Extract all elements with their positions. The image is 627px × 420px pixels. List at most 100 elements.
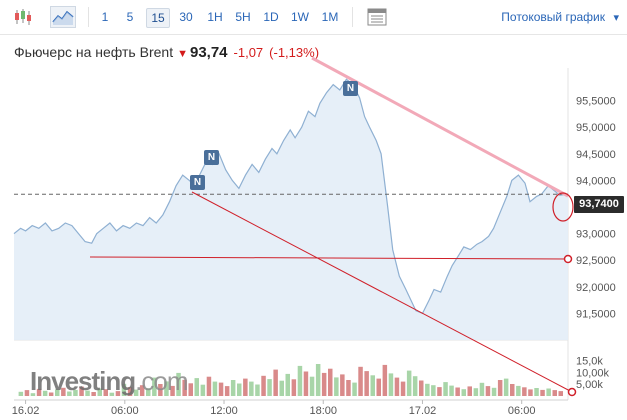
investing-logo: Investing.com (30, 366, 188, 396)
volume-bar (36, 388, 42, 396)
volume-bar (109, 392, 115, 396)
volume-bar (497, 380, 503, 396)
y-tick-label: 92,0000 (576, 282, 616, 294)
volume-bar (237, 383, 242, 396)
news-marker[interactable]: N (190, 175, 205, 190)
price-change: -1,07 (233, 45, 264, 60)
volume-bar (42, 390, 48, 396)
volume-tick-label: 15,0k (576, 356, 603, 368)
timeframe-1d[interactable]: 1D (263, 10, 279, 24)
volume-bar (479, 382, 485, 396)
instrument-name: Фьючерс на нефть Brent (14, 44, 174, 60)
volume-bar (139, 385, 145, 396)
volume-bar (158, 384, 163, 396)
timeframe-1[interactable]: 1 (101, 10, 109, 24)
y-tick-label: 92,5000 (576, 255, 616, 267)
price-highlight-circle (552, 192, 574, 222)
x-tick-label: 06:00 (111, 405, 139, 417)
chevron-down-icon[interactable]: ▾ (613, 12, 619, 24)
volume-bar (255, 384, 260, 396)
volume-bar (370, 375, 375, 396)
volume-bar (315, 364, 321, 396)
table-icon[interactable] (366, 6, 388, 28)
volume-bar (540, 389, 545, 396)
volume-bar (79, 386, 84, 396)
volume-bar (249, 381, 254, 396)
volume-bar (55, 389, 60, 396)
volume-bar (425, 383, 430, 396)
timeframe-1m[interactable]: 1M (321, 10, 339, 24)
volume-bar (91, 392, 96, 396)
y-tick-label: 95,0000 (576, 122, 616, 134)
stream-chart-link[interactable]: Потоковый график (501, 10, 605, 24)
volume-bar (297, 365, 303, 396)
volume-bar (522, 387, 527, 396)
volume-bar (328, 368, 333, 396)
volume-bar (194, 378, 199, 396)
volume-bar (340, 374, 345, 396)
volume-bar (376, 378, 381, 396)
candlestick-icon[interactable] (12, 6, 34, 28)
volume-bar (528, 389, 533, 396)
line-handle (567, 387, 577, 397)
volume-bar (261, 375, 266, 396)
current-price-label: 93,7400 (574, 196, 624, 213)
volume-bar (443, 382, 448, 396)
volume-bar (491, 387, 497, 396)
timeframe-15[interactable]: 15 (146, 8, 170, 28)
volume-bar (510, 384, 515, 396)
volume-bar (212, 381, 218, 396)
volume-bar (467, 386, 472, 396)
volume-tick-label: 10,00k (576, 367, 610, 379)
volume-bar (133, 389, 139, 396)
y-tick-label: 91,5000 (576, 308, 616, 320)
timeframe-30[interactable]: 30 (179, 10, 193, 24)
toolbar-separator (88, 7, 89, 27)
volume-bar (67, 391, 72, 396)
volume-bar (461, 389, 466, 396)
instrument-price: 93,74 (189, 44, 228, 61)
volume-bar (309, 376, 315, 396)
volume-bar (400, 381, 406, 396)
volume-bar (437, 387, 442, 396)
volume-bar (394, 377, 400, 396)
volume-bar (127, 387, 133, 396)
volume-bar (406, 370, 412, 396)
timeframe-1h[interactable]: 1H (207, 10, 223, 24)
volume-bar (30, 393, 36, 396)
volume-bar (485, 386, 491, 396)
volume-bar (388, 373, 394, 396)
down-trendline (191, 191, 573, 393)
volume-bar (364, 371, 369, 396)
news-marker[interactable]: N (343, 81, 358, 96)
volume-tick-label: 5,00k (576, 379, 603, 391)
volume-bar (170, 385, 175, 396)
volume-bar (291, 379, 297, 396)
x-tick-label: 12:00 (210, 405, 238, 417)
volume-bar (85, 390, 90, 396)
volume-bar (455, 387, 460, 396)
volume-bar (243, 378, 248, 396)
x-tick-label: 18:00 (309, 405, 337, 417)
volume-bar (358, 366, 363, 396)
volume-bar (48, 392, 54, 396)
volume-bar (103, 389, 108, 396)
y-tick-label: 94,0000 (576, 175, 616, 187)
volume-bar (200, 384, 206, 396)
volume-bar (321, 372, 327, 396)
price-area (14, 79, 568, 341)
timeframe-5h[interactable]: 5H (235, 10, 251, 24)
volume-bar (24, 390, 30, 396)
volume-bar (146, 388, 151, 396)
y-tick-label: 94,5000 (576, 149, 616, 161)
volume-bar (303, 371, 309, 396)
instrument-header: Фьючерс на нефть Brent ▼ 93,74 -1,07 (-1,13%… (14, 44, 319, 64)
area-chart-icon[interactable] (50, 6, 76, 28)
timeframe-1w[interactable]: 1W (291, 10, 309, 24)
volume-bar (419, 380, 424, 396)
news-marker[interactable]: N (204, 150, 219, 165)
timeframe-5[interactable]: 5 (126, 10, 134, 24)
volume-bar (346, 380, 351, 396)
volume-bar (18, 391, 24, 396)
